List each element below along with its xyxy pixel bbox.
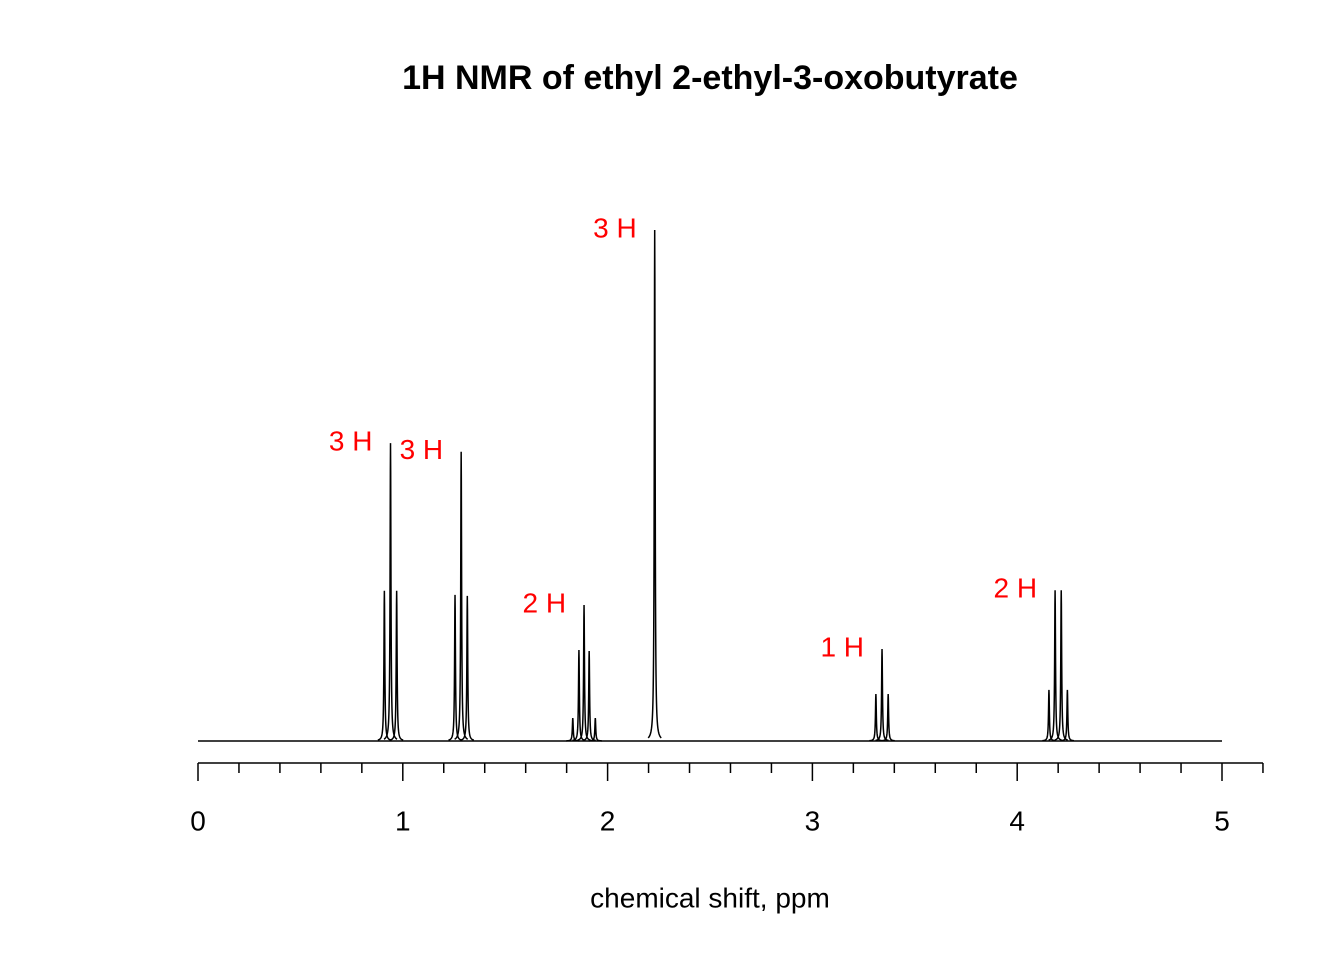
x-tick-label: 1 [395,805,411,836]
x-axis-label: chemical shift, ppm [590,882,830,913]
chart-title: 1H NMR of ethyl 2-ethyl-3-oxobutyrate [402,59,1018,97]
integration-label: 3 H [593,212,637,243]
peak [454,451,469,740]
x-tick-label: 5 [1214,805,1230,836]
peak [577,605,591,741]
peak [1042,689,1056,742]
x-tick-label: 2 [600,805,616,836]
peak [875,649,889,742]
integration-label: 2 H [522,587,566,618]
peak [1060,689,1075,742]
peak [869,693,883,742]
integration-label: 3 H [400,434,444,465]
integration-label: 2 H [994,573,1038,604]
peak [383,443,398,740]
peak [460,595,475,741]
integration-label: 3 H [329,425,373,456]
peak [647,229,662,739]
peak [566,717,580,742]
peak [377,590,392,741]
peak [389,590,404,741]
peak [881,693,895,742]
x-tick-label: 3 [805,805,821,836]
peak [1048,590,1062,741]
peak [588,717,602,742]
integration-label: 1 H [820,631,864,662]
x-tick-label: 4 [1009,805,1025,836]
x-tick-label: 0 [190,805,206,836]
peak [448,594,462,741]
